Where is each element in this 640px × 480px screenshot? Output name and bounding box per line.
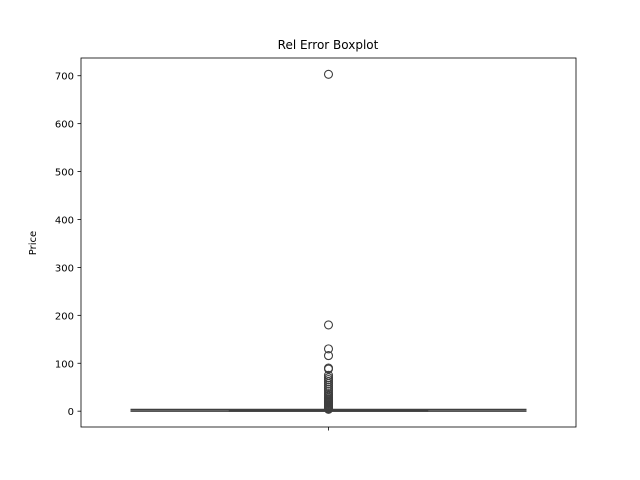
outlier-point [323, 351, 334, 361]
y-tick-label: 500 [55, 168, 74, 179]
y-tick-label: 100 [55, 359, 74, 370]
y-tick-label: 300 [55, 263, 74, 274]
y-tick-label: 400 [55, 215, 74, 226]
y-tick-label: 0 [68, 407, 74, 418]
chart-title: Rel Error Boxplot [278, 38, 379, 52]
y-tick-label: 600 [55, 120, 74, 131]
axes-frame [80, 57, 577, 428]
plot-area: 0 100 200 300 400 500 600 700 [55, 69, 527, 431]
outlier-point [323, 404, 334, 414]
outlier-point [323, 364, 334, 374]
outlier-point [323, 69, 334, 79]
y-axis-label: Price [28, 231, 39, 255]
y-tick-label: 700 [55, 72, 74, 83]
outlier-point [323, 320, 334, 330]
outlier-point [323, 344, 334, 354]
y-tick-label: 200 [55, 311, 74, 322]
